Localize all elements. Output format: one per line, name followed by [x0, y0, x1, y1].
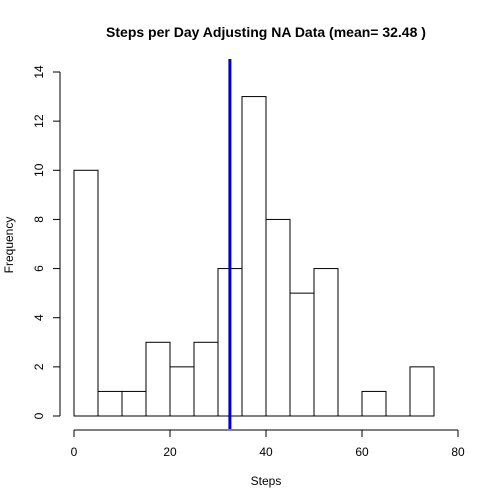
histogram-bar — [97, 390, 123, 417]
x-axis-label: Steps — [251, 474, 282, 488]
y-tick-label: 14 — [32, 65, 46, 79]
histogram-bar — [313, 268, 339, 417]
histogram-bar — [121, 390, 147, 417]
histogram-bar — [361, 390, 387, 417]
histogram-bar — [145, 341, 171, 417]
y-tick-label: 0 — [32, 412, 46, 419]
y-axis-label: Frequency — [2, 217, 16, 274]
x-tick-label: 20 — [163, 445, 177, 459]
y-tick-label: 6 — [32, 265, 46, 272]
y-tick-label: 12 — [32, 114, 46, 128]
x-tick-label: 80 — [451, 445, 465, 459]
y-tick-label: 4 — [32, 314, 46, 321]
x-axis: 0 20 40 60 80 — [71, 429, 465, 459]
histogram-bar — [193, 341, 219, 417]
x-tick-label: 40 — [259, 445, 273, 459]
histogram-bar — [169, 366, 195, 417]
histogram-bar — [265, 218, 291, 417]
histogram-bar — [409, 366, 435, 417]
y-axis: 0 2 4 6 8 10 12 14 — [32, 65, 61, 419]
bars-group — [73, 96, 435, 417]
histogram-bar — [241, 96, 267, 417]
histogram-bar — [289, 292, 315, 417]
x-tick-label: 0 — [71, 445, 78, 459]
y-tick-label: 2 — [32, 363, 46, 370]
chart-title: Steps per Day Adjusting NA Data (mean= 3… — [106, 24, 426, 40]
x-tick-label: 60 — [355, 445, 369, 459]
y-tick-label: 8 — [32, 216, 46, 223]
y-tick-label: 10 — [32, 163, 46, 177]
histogram-bar — [73, 169, 99, 417]
